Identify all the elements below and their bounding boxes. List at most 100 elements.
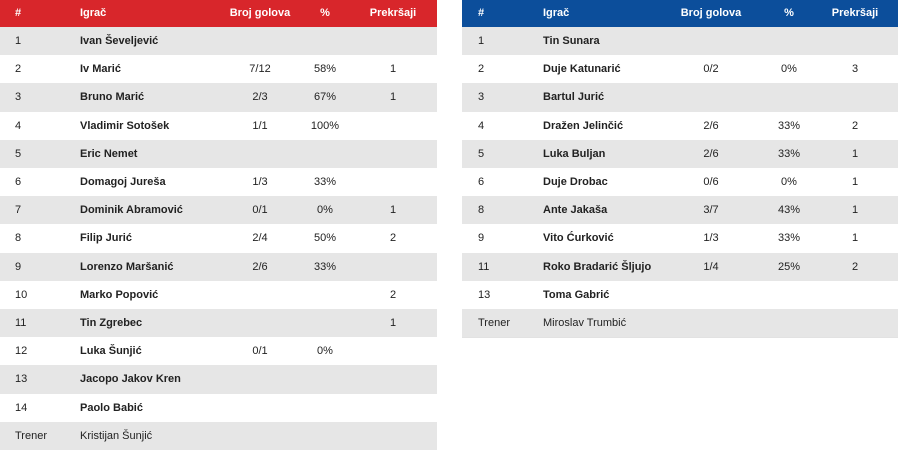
player-name: Eric Nemet xyxy=(80,147,138,160)
player-name: Vito Ćurković xyxy=(543,232,614,245)
player-row: 6 Duje Drobac 0/6 0% 1 xyxy=(462,168,898,196)
number: 8 xyxy=(15,232,22,245)
player-row: 11 Roko Bradarić Šljujo 1/4 25% 2 xyxy=(462,252,898,281)
fouls: 1 xyxy=(851,176,859,188)
number: 2 xyxy=(15,63,22,76)
player-name: Tin Zgrebec xyxy=(80,317,143,329)
fouls: 1 xyxy=(389,317,397,329)
fouls: 2 xyxy=(389,232,397,245)
number: 1 xyxy=(15,35,22,47)
percentage: 33% xyxy=(777,232,801,245)
goals: 3/7 xyxy=(703,204,719,217)
goals: 0/1 xyxy=(252,204,268,217)
fouls: 2 xyxy=(851,260,859,273)
player-row: 6 Domagoj Jureša 1/3 33% xyxy=(0,168,437,196)
number: 5 xyxy=(15,147,22,160)
goals: 2/6 xyxy=(252,260,268,273)
fouls: 1 xyxy=(851,232,859,245)
goals: 1/3 xyxy=(703,232,719,245)
goals: 2/6 xyxy=(703,147,719,160)
player-row: 9 Vito Ćurković 1/3 33% 1 xyxy=(462,224,898,252)
number: 1 xyxy=(478,35,485,47)
player-name: Luka Buljan xyxy=(543,147,606,160)
percentage: 50% xyxy=(313,232,337,245)
number: 3 xyxy=(15,91,22,104)
percentage: 0% xyxy=(781,176,797,188)
percentage: 43% xyxy=(777,204,801,217)
player-name: Bruno Marić xyxy=(80,91,145,104)
fouls: 2 xyxy=(851,119,859,132)
number: Trener xyxy=(478,317,510,329)
percentage: 0% xyxy=(317,345,333,358)
percentage: 0% xyxy=(317,204,333,217)
player-row: 2 Duje Katunarić 0/2 0% 3 xyxy=(462,55,898,83)
goals: 2/4 xyxy=(252,232,268,245)
number: 3 xyxy=(478,91,485,104)
fouls: 1 xyxy=(851,147,859,160)
player-row: 13 Toma Gabrić xyxy=(462,281,898,309)
header-row: # Igrač Broj golova% Prekršaji xyxy=(0,0,437,27)
number: 4 xyxy=(15,119,22,132)
column-header: Prekršaji xyxy=(831,7,879,19)
player-row: 4 Vladimir Sotošek 1/1 100% xyxy=(0,112,437,140)
player-row: 12 Luka Šunjić 0/1 0% xyxy=(0,337,437,365)
player-name: Ante Jakaša xyxy=(543,204,608,217)
player-name: Ivan Ševeljević xyxy=(80,35,159,47)
player-name: Kristijan Šunjić xyxy=(80,429,153,442)
player-name: Miroslav Trumbić xyxy=(543,317,627,329)
player-row: 11 Tin Zgrebec 1 xyxy=(0,309,437,338)
number: 2 xyxy=(478,63,485,76)
player-name: Roko Bradarić Šljujo xyxy=(543,260,652,273)
player-name: Bartul Jurić xyxy=(543,91,605,104)
player-name: Dražen Jelinčić xyxy=(543,119,624,132)
column-header: % xyxy=(320,7,330,19)
number: 7 xyxy=(15,204,22,217)
fouls: 3 xyxy=(851,63,859,76)
player-row: 4 Dražen Jelinčić 2/6 33% 2 xyxy=(462,112,898,140)
number: 11 xyxy=(15,317,27,329)
player-name: Dominik Abramović xyxy=(80,204,183,217)
player-row: 1 Tin Sunara xyxy=(462,27,898,56)
player-name: Filip Jurić xyxy=(80,232,132,245)
player-name: Luka Šunjić xyxy=(80,345,142,358)
player-row: 2 Iv Marić 7/12 58% 1 xyxy=(0,55,437,83)
player-row: 3 Bartul Jurić xyxy=(462,83,898,112)
player-row: 9 Lorenzo Maršanić 2/6 33% xyxy=(0,252,437,281)
player-name: Tin Sunara xyxy=(543,35,600,47)
player-row: 14 Paolo Babić xyxy=(0,394,437,422)
coach-row: Trener Miroslav Trumbić xyxy=(462,309,898,339)
column-header: # xyxy=(15,7,22,19)
player-name: Marko Popović xyxy=(80,288,159,301)
number: 13 xyxy=(478,288,491,301)
percentage: 33% xyxy=(313,260,337,273)
player-name: Domagoj Jureša xyxy=(80,176,166,188)
player-row: 7 Dominik Abramović 0/1 0% 1 xyxy=(0,196,437,225)
goals: 0/2 xyxy=(703,63,719,76)
number: 4 xyxy=(478,119,485,132)
column-header: Igrač xyxy=(80,7,107,19)
percentage: 33% xyxy=(313,176,337,188)
number: 6 xyxy=(15,176,22,188)
goals: 1/3 xyxy=(252,176,268,188)
number: 5 xyxy=(478,147,485,160)
player-row: 8 Ante Jakaša 3/7 43% 1 xyxy=(462,196,898,225)
player-row: 13 Jacopo Jakov Kren xyxy=(0,365,437,394)
player-name: Duje Drobac xyxy=(543,176,608,188)
goals: 0/1 xyxy=(252,345,268,358)
fouls: 2 xyxy=(389,288,397,301)
fouls: 1 xyxy=(851,204,859,217)
player-row: 8 Filip Jurić 2/4 50% 2 xyxy=(0,224,437,252)
column-header: Prekršaji xyxy=(369,7,417,19)
column-header: Igrač xyxy=(543,7,570,19)
percentage: 100% xyxy=(310,119,340,132)
player-row: 10 Marko Popović 2 xyxy=(0,281,437,309)
fouls: 1 xyxy=(389,63,397,76)
goals: 1/1 xyxy=(252,119,268,132)
coach-row: Trener Kristijan Šunjić xyxy=(0,421,437,450)
percentage: 33% xyxy=(777,119,801,132)
column-header: Broj golova xyxy=(229,7,291,19)
goals: 1/4 xyxy=(703,260,719,273)
percentage: 25% xyxy=(777,260,801,273)
goals: 7/12 xyxy=(249,63,271,76)
